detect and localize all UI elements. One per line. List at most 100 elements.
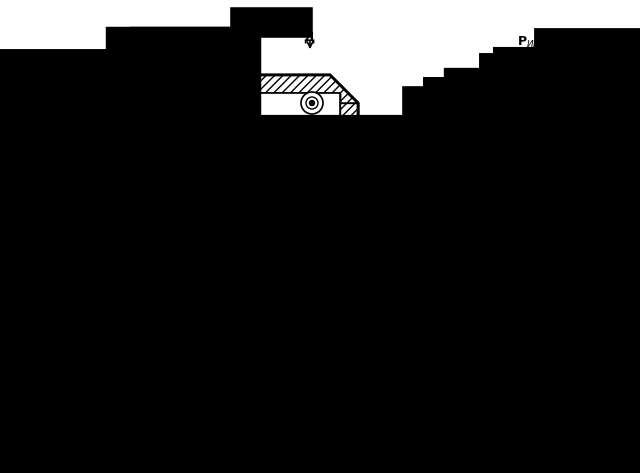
Text: Г: Г	[47, 204, 55, 218]
Circle shape	[188, 361, 202, 375]
Text: 6: 6	[27, 243, 35, 253]
Circle shape	[197, 227, 233, 263]
Text: Б: Б	[260, 386, 269, 400]
Circle shape	[49, 233, 73, 257]
Circle shape	[208, 238, 222, 252]
Polygon shape	[55, 75, 358, 103]
Polygon shape	[520, 50, 525, 75]
Polygon shape	[488, 75, 503, 110]
Text: Р$_{ИМ}$: Р$_{ИМ}$	[517, 35, 543, 50]
Polygon shape	[153, 190, 277, 300]
Polygon shape	[488, 224, 510, 270]
Text: Б: Б	[90, 81, 100, 95]
Text: Р$_{СТ}$: Р$_{СТ}$	[179, 61, 202, 77]
Circle shape	[188, 361, 202, 375]
Circle shape	[84, 364, 96, 376]
Circle shape	[239, 236, 257, 254]
Polygon shape	[358, 270, 530, 282]
Circle shape	[182, 355, 208, 381]
Polygon shape	[535, 50, 540, 75]
Circle shape	[199, 199, 231, 231]
Polygon shape	[173, 93, 217, 140]
Circle shape	[212, 212, 218, 218]
Circle shape	[310, 368, 314, 373]
Polygon shape	[73, 93, 340, 382]
Text: 18: 18	[598, 83, 614, 93]
Polygon shape	[217, 93, 227, 382]
Text: 24: 24	[598, 243, 614, 253]
Polygon shape	[55, 103, 73, 382]
Circle shape	[193, 117, 198, 123]
Polygon shape	[173, 93, 217, 135]
Circle shape	[232, 229, 264, 261]
Text: 15: 15	[20, 215, 35, 225]
Circle shape	[79, 92, 101, 114]
Polygon shape	[488, 75, 572, 110]
Polygon shape	[55, 75, 358, 400]
Circle shape	[58, 243, 63, 247]
Polygon shape	[557, 75, 572, 110]
Text: А - А: А - А	[252, 11, 289, 25]
Circle shape	[188, 113, 202, 127]
Circle shape	[212, 243, 218, 247]
Circle shape	[173, 236, 191, 254]
Polygon shape	[557, 115, 572, 340]
Circle shape	[306, 364, 318, 376]
Text: Р$_{ИМ}$: Р$_{ИМ}$	[202, 61, 228, 77]
Polygon shape	[480, 105, 580, 115]
Circle shape	[193, 366, 198, 370]
Text: 7: 7	[28, 258, 35, 268]
Text: $l_{П}$: $l_{П}$	[448, 204, 460, 220]
Polygon shape	[340, 282, 358, 382]
Text: В: В	[582, 240, 591, 254]
Text: 13: 13	[167, 77, 182, 87]
Circle shape	[206, 266, 224, 284]
Text: 8: 8	[154, 410, 162, 420]
Text: 1: 1	[28, 176, 35, 186]
Polygon shape	[503, 115, 557, 143]
Circle shape	[185, 215, 245, 275]
Circle shape	[212, 272, 218, 278]
Text: 22: 22	[598, 273, 614, 283]
Circle shape	[179, 242, 185, 248]
Text: 10: 10	[173, 410, 189, 420]
Circle shape	[252, 370, 268, 386]
Polygon shape	[488, 115, 572, 340]
Circle shape	[166, 229, 198, 261]
Text: 16: 16	[262, 405, 278, 415]
Circle shape	[306, 97, 318, 109]
Polygon shape	[173, 348, 217, 382]
Circle shape	[54, 238, 68, 252]
Polygon shape	[163, 93, 173, 382]
Circle shape	[84, 97, 96, 109]
Text: 25: 25	[422, 367, 438, 377]
Circle shape	[79, 359, 101, 381]
Polygon shape	[490, 352, 510, 367]
Circle shape	[188, 113, 202, 127]
Polygon shape	[520, 50, 540, 75]
Circle shape	[193, 366, 198, 370]
Circle shape	[257, 375, 263, 381]
Polygon shape	[340, 93, 358, 212]
Text: 9: 9	[191, 77, 199, 87]
Circle shape	[88, 368, 93, 373]
Polygon shape	[488, 115, 503, 340]
Polygon shape	[173, 350, 217, 382]
Polygon shape	[488, 340, 572, 352]
Circle shape	[206, 206, 224, 224]
Text: Г: Г	[137, 225, 145, 237]
Text: 17: 17	[243, 410, 258, 420]
Circle shape	[199, 259, 231, 291]
Text: 19: 19	[598, 163, 614, 173]
Polygon shape	[153, 190, 277, 300]
Text: 11: 11	[127, 410, 143, 420]
Circle shape	[245, 242, 251, 248]
Text: 23: 23	[598, 213, 613, 223]
Text: 12: 12	[19, 273, 35, 283]
Circle shape	[301, 359, 323, 381]
Text: 5: 5	[28, 163, 35, 173]
Circle shape	[182, 107, 208, 133]
Polygon shape	[358, 212, 530, 224]
Polygon shape	[490, 224, 510, 270]
Circle shape	[88, 100, 93, 105]
